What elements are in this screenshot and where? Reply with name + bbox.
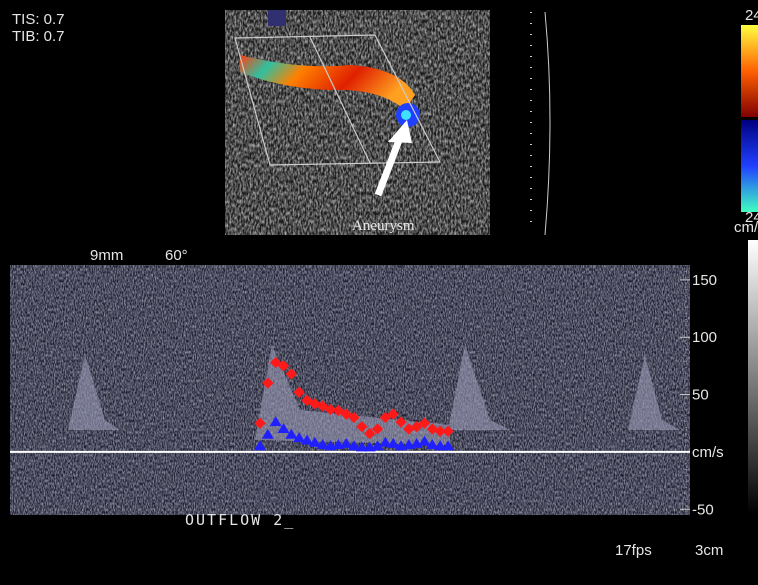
- mean-marker: [371, 440, 384, 451]
- peak-marker: [356, 421, 368, 433]
- peak-marker: [324, 403, 337, 416]
- traces: [254, 356, 454, 452]
- tis: TIS: 0.7: [12, 11, 65, 28]
- mean-marker: [308, 436, 321, 447]
- mean-marker: [285, 428, 298, 439]
- tick-label: cm/s: [692, 444, 724, 461]
- color-scale-unit: cm/s: [734, 219, 758, 236]
- color-bar-neg: [741, 120, 758, 212]
- color-scale-top: 24: [745, 7, 758, 24]
- peak-marker: [387, 408, 399, 420]
- waveform: [255, 345, 450, 445]
- peak-marker: [293, 386, 305, 398]
- mean-marker: [426, 439, 439, 450]
- tick-label: 150: [692, 272, 717, 289]
- mean-marker: [316, 439, 329, 450]
- mean-marker: [418, 435, 431, 446]
- color-bar-pos: [741, 25, 758, 117]
- depth-curve: [544, 11, 551, 236]
- spectral-waveforms: [68, 345, 680, 445]
- gray-bar: [748, 240, 758, 515]
- mean-marker: [355, 441, 368, 452]
- mean-marker: [442, 440, 454, 451]
- sample-box: [234, 34, 441, 166]
- angle: 60°: [165, 247, 188, 264]
- mean-marker: [434, 440, 447, 451]
- mean-marker: [293, 432, 306, 443]
- waveform: [448, 345, 510, 430]
- fps: 17fps: [615, 542, 652, 559]
- mean-marker: [340, 437, 353, 448]
- outflow-label: OUTFLOW 2_: [185, 511, 295, 529]
- b-mode-speckle: [225, 10, 490, 235]
- peak-marker: [348, 411, 360, 424]
- mean-marker: [254, 440, 266, 451]
- waveform: [628, 355, 680, 430]
- peak-marker: [262, 377, 274, 389]
- color-flow: [240, 55, 415, 110]
- scale: 3cm: [695, 542, 723, 559]
- spectrum-speckle: [10, 265, 690, 515]
- probe-icon: [268, 10, 286, 26]
- velocity-ticks: 150 100 50 cm/s -50: [10, 272, 724, 518]
- mean-marker: [387, 437, 400, 448]
- peak-marker: [364, 427, 376, 440]
- peak-marker: [395, 416, 407, 428]
- tib: TIB: 0.7: [12, 28, 65, 45]
- tick-label: 100: [692, 329, 717, 346]
- peak-marker: [434, 425, 446, 437]
- peak-marker: [418, 417, 431, 429]
- mean-marker: [348, 440, 360, 451]
- tick-label: 50: [692, 387, 709, 404]
- aneurysm-flow-core: [401, 110, 411, 120]
- mean-marker: [277, 422, 290, 433]
- mean-marker: [261, 428, 274, 439]
- tick-label: -50: [692, 501, 714, 518]
- peak-marker: [254, 417, 266, 429]
- mean-marker: [269, 416, 282, 427]
- peak-marker: [371, 423, 384, 435]
- annotation: Aneurysm: [352, 218, 415, 234]
- peak-marker: [285, 368, 297, 380]
- color-scale-bottom: 24: [745, 209, 758, 226]
- mean-marker: [379, 436, 392, 447]
- waveform: [68, 355, 120, 430]
- arrow-head: [388, 120, 412, 143]
- peak-marker: [277, 360, 290, 372]
- mean-marker: [301, 434, 313, 445]
- peak-marker: [442, 425, 454, 437]
- depth: 9mm: [90, 247, 123, 264]
